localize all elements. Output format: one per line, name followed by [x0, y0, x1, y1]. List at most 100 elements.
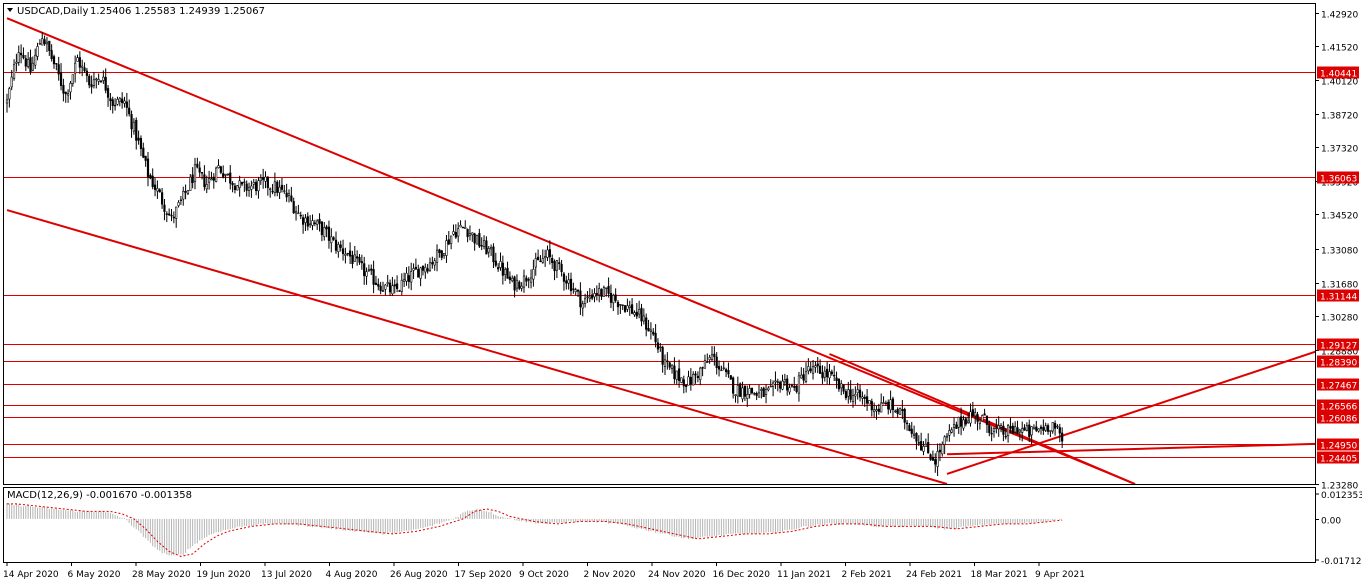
candle	[487, 245, 490, 258]
candle	[1058, 423, 1061, 443]
candle-body	[334, 239, 338, 251]
candle	[762, 386, 765, 398]
candle-body	[647, 328, 650, 332]
candle-body	[262, 177, 265, 180]
candle-body	[668, 362, 671, 368]
candle	[15, 53, 18, 72]
candle-body	[924, 443, 927, 447]
candle	[583, 293, 587, 308]
candle	[403, 272, 406, 287]
candle-body	[814, 365, 817, 368]
candle	[1011, 422, 1014, 434]
candle	[489, 244, 493, 257]
candle	[386, 274, 389, 287]
candle-body	[38, 43, 41, 45]
candle	[748, 384, 751, 399]
candle	[69, 81, 72, 100]
candle	[43, 35, 46, 46]
candle	[1030, 426, 1033, 445]
candle	[257, 176, 260, 199]
candle-body	[774, 380, 777, 383]
candle-body	[109, 98, 112, 102]
candle-body	[158, 189, 161, 193]
candle	[388, 279, 392, 297]
candle-body	[708, 357, 711, 360]
candle-body	[346, 252, 349, 255]
candle	[955, 421, 958, 429]
collapse-triangle-icon[interactable]	[7, 8, 13, 12]
candle	[468, 225, 472, 241]
candle	[504, 267, 507, 281]
candle	[118, 96, 121, 107]
candle	[830, 369, 833, 376]
candle-body	[565, 280, 568, 284]
candle	[205, 175, 208, 194]
candle	[67, 89, 70, 103]
candle-body	[917, 442, 920, 444]
candle-body	[781, 380, 784, 390]
candle-body	[837, 378, 840, 390]
candle	[475, 234, 479, 245]
candle-body	[210, 178, 213, 181]
candle-body	[280, 184, 284, 190]
candle	[215, 166, 218, 183]
candle	[407, 266, 410, 289]
time-tick-label: 26 Aug 2020	[390, 570, 448, 580]
candle-body	[609, 292, 613, 303]
candle	[262, 168, 265, 189]
candle-body	[847, 389, 850, 397]
time-tick-label: 2 Nov 2020	[584, 570, 636, 580]
candle-body	[748, 388, 751, 395]
candle	[245, 180, 248, 197]
level-label-text: 1.29127	[1320, 342, 1357, 352]
candle-body	[177, 202, 180, 206]
candle	[614, 288, 617, 303]
candle	[114, 98, 117, 111]
candle	[999, 423, 1003, 433]
candle	[760, 387, 763, 399]
candle-body	[562, 273, 566, 282]
candle	[264, 171, 267, 189]
candle	[109, 92, 112, 111]
macd-tick-label: 0.00	[1321, 517, 1341, 527]
candle-body	[1058, 427, 1061, 434]
candle	[673, 357, 676, 384]
candle-body	[783, 379, 786, 383]
level-label-bg	[1317, 338, 1359, 351]
candle-body	[513, 276, 516, 291]
candle	[647, 319, 650, 332]
level-price-labels: 1.40441 1.36063 1.31144 1.29127 1.28390 1.274…	[1317, 66, 1359, 465]
candle	[250, 180, 253, 198]
candle-body	[494, 260, 497, 266]
candle	[121, 92, 124, 109]
candle	[936, 443, 939, 477]
candle	[353, 245, 356, 262]
candle-body	[433, 260, 436, 266]
candle	[941, 441, 944, 457]
candle	[217, 159, 220, 169]
candle-body	[776, 381, 779, 383]
candle-body	[666, 360, 669, 363]
time-tick-label: 24 Nov 2020	[648, 570, 706, 580]
candle-body	[316, 220, 319, 225]
candle-body	[24, 58, 27, 67]
candle	[278, 180, 281, 199]
candle	[62, 78, 65, 102]
candle	[306, 212, 309, 231]
candle	[473, 232, 476, 251]
candle	[132, 118, 136, 135]
candle	[1006, 423, 1010, 443]
candle	[177, 200, 180, 208]
candle-body	[139, 138, 143, 149]
candle	[581, 300, 584, 317]
candle-body	[43, 39, 46, 45]
candle	[186, 190, 190, 196]
candle	[720, 365, 723, 372]
candle	[1035, 420, 1038, 433]
candle	[962, 415, 965, 431]
candle	[81, 59, 84, 77]
candle	[920, 432, 923, 451]
candle	[605, 287, 608, 297]
